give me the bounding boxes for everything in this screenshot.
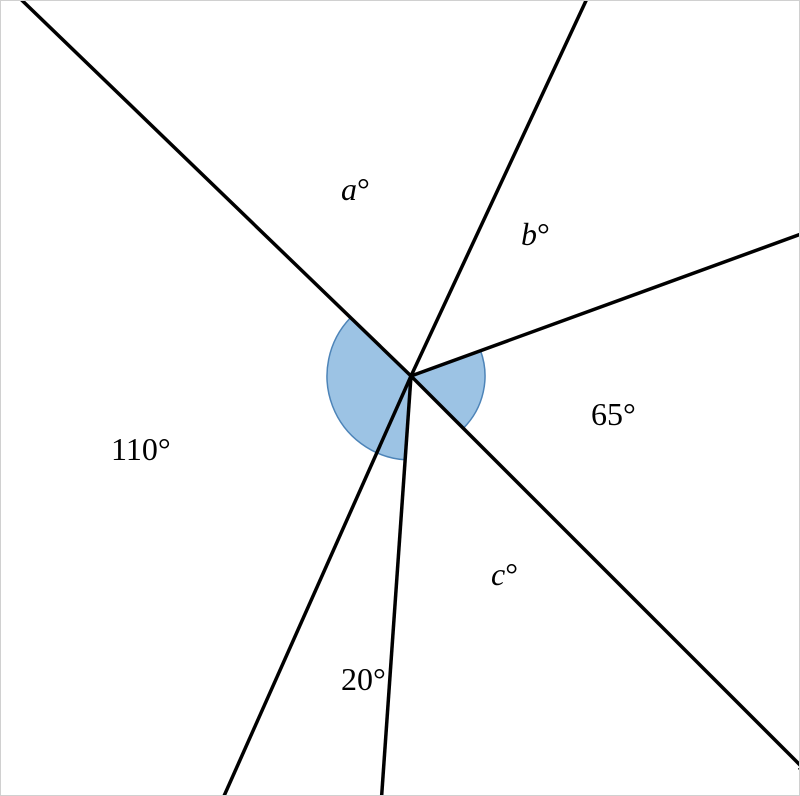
rays-svg: [1, 1, 800, 796]
ray-e: [411, 184, 800, 376]
ray-se: [411, 376, 800, 772]
angle-110: 110°: [111, 431, 171, 468]
angle-b: b°: [521, 216, 550, 253]
ray-ur: [411, 1, 648, 376]
arc-left: [327, 318, 411, 460]
angle-65: 65°: [591, 396, 636, 433]
angle-20: 20°: [341, 661, 386, 698]
angle-c: c°: [491, 556, 518, 593]
angle-a: a°: [341, 171, 370, 208]
angle-diagram: a° b° 65° c° 20° 110°: [0, 0, 800, 796]
